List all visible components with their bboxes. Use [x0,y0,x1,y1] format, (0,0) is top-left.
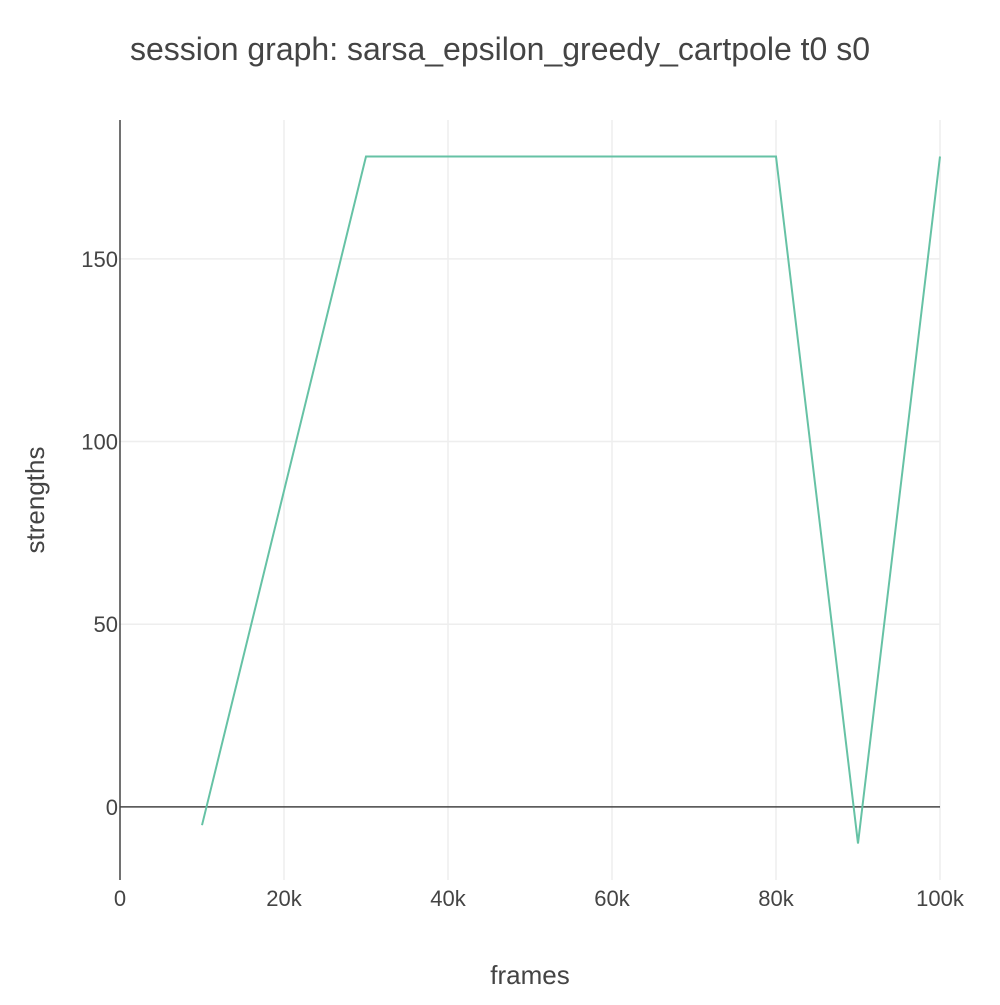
x-tick-label: 40k [430,886,466,911]
y-tick-label: 100 [81,430,118,455]
x-tick-label: 0 [114,886,126,911]
y-tick-label: 0 [106,795,118,820]
x-tick-label: 80k [758,886,794,911]
x-tick-label: 60k [594,886,630,911]
chart-title: session graph: sarsa_epsilon_greedy_cart… [130,31,870,67]
x-tick-label: 100k [916,886,965,911]
y-axis-title: strengths [20,447,50,554]
y-tick-label: 50 [94,612,118,637]
x-tick-label: 20k [266,886,302,911]
y-tick-label: 150 [81,247,118,272]
x-axis-title: frames [490,960,569,990]
